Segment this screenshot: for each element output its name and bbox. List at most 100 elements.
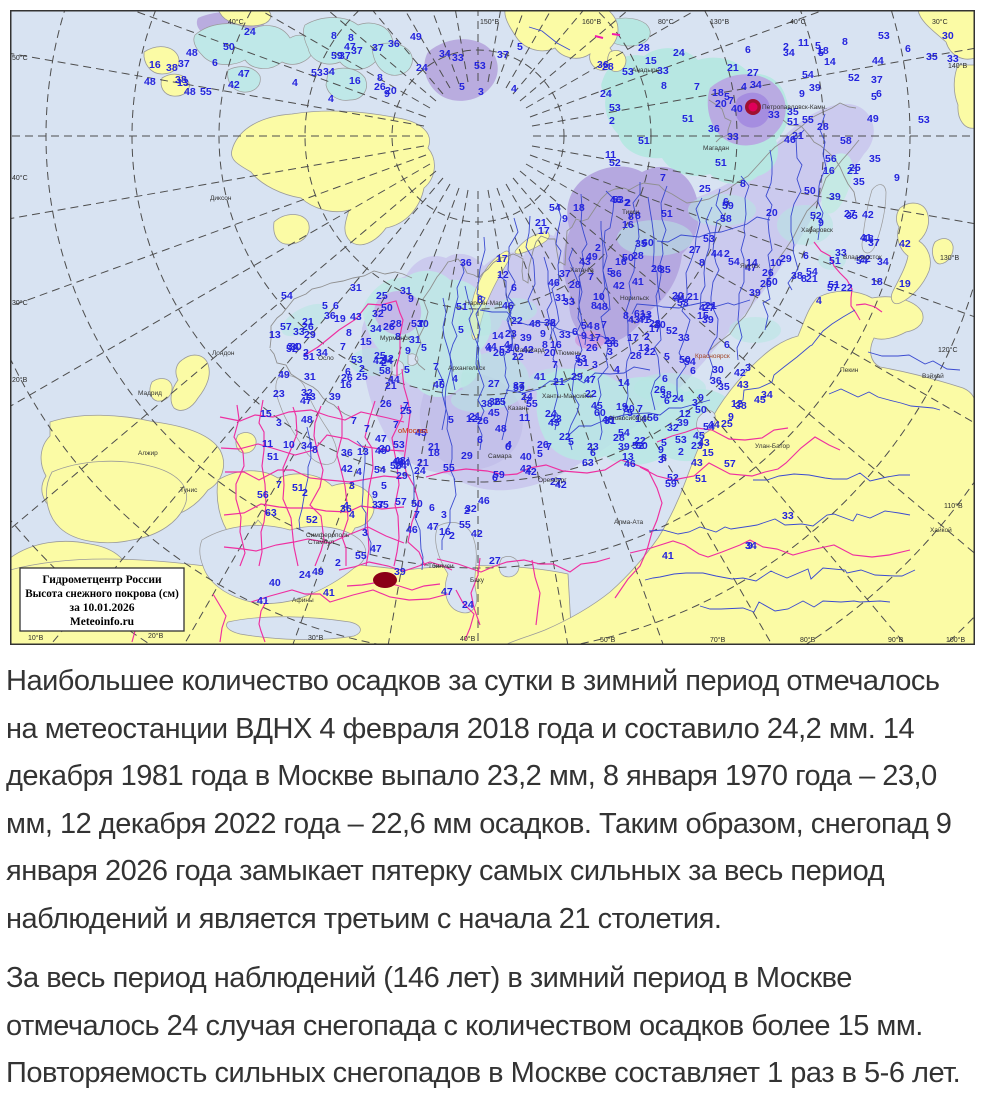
svg-text:54: 54 xyxy=(684,356,696,368)
svg-text:5: 5 xyxy=(627,407,633,419)
svg-text:9: 9 xyxy=(405,345,411,357)
svg-text:50: 50 xyxy=(766,276,778,288)
svg-text:16: 16 xyxy=(149,59,161,71)
svg-text:61: 61 xyxy=(634,308,646,320)
svg-text:51: 51 xyxy=(682,113,694,125)
svg-text:40: 40 xyxy=(269,577,281,589)
svg-text:18: 18 xyxy=(817,45,829,57)
svg-text:Улан-Батор: Улан-Батор xyxy=(755,443,790,450)
svg-text:4: 4 xyxy=(486,343,492,355)
svg-text:5: 5 xyxy=(818,47,824,59)
svg-text:Тюмень: Тюмень xyxy=(558,350,582,357)
svg-text:4: 4 xyxy=(356,466,362,478)
svg-text:52: 52 xyxy=(306,514,318,526)
svg-text:29: 29 xyxy=(304,329,316,341)
svg-text:37: 37 xyxy=(351,45,363,57)
svg-text:140°В: 140°В xyxy=(948,62,967,70)
svg-text:31: 31 xyxy=(555,292,567,304)
svg-text:39: 39 xyxy=(749,287,761,299)
svg-text:34: 34 xyxy=(381,355,393,367)
svg-text:5: 5 xyxy=(815,40,821,52)
svg-text:32: 32 xyxy=(465,503,477,515)
svg-text:55: 55 xyxy=(459,519,471,531)
svg-text:48: 48 xyxy=(144,76,156,88)
svg-text:110°В: 110°В xyxy=(944,502,963,510)
svg-text:8: 8 xyxy=(661,80,667,92)
svg-text:2: 2 xyxy=(381,357,387,369)
svg-text:39: 39 xyxy=(394,566,406,578)
svg-text:16: 16 xyxy=(823,165,835,177)
svg-text:5: 5 xyxy=(661,437,667,449)
svg-text:41: 41 xyxy=(674,293,686,305)
svg-text:Самара: Самара xyxy=(488,453,512,460)
svg-text:32: 32 xyxy=(667,422,679,434)
svg-text:Алма-Ата: Алма-Ата xyxy=(614,519,643,526)
svg-text:48: 48 xyxy=(495,423,507,435)
svg-text:21: 21 xyxy=(705,300,717,312)
svg-text:37: 37 xyxy=(513,380,525,392)
svg-text:10°В: 10°В xyxy=(28,634,44,642)
svg-text:38: 38 xyxy=(660,389,672,401)
svg-text:15: 15 xyxy=(645,55,657,67)
svg-text:7: 7 xyxy=(433,361,439,373)
svg-text:28: 28 xyxy=(390,318,402,330)
svg-text:5: 5 xyxy=(448,414,454,426)
svg-text:28: 28 xyxy=(602,61,614,73)
svg-text:22: 22 xyxy=(511,315,523,327)
svg-text:35: 35 xyxy=(869,153,881,165)
svg-text:24: 24 xyxy=(673,47,685,59)
svg-text:17: 17 xyxy=(627,332,639,344)
svg-text:49: 49 xyxy=(410,31,422,43)
svg-text:27: 27 xyxy=(844,208,856,220)
svg-text:8: 8 xyxy=(594,321,600,333)
svg-text:5: 5 xyxy=(664,351,670,363)
svg-text:30°С: 30°С xyxy=(12,299,28,307)
svg-text:7: 7 xyxy=(340,341,346,353)
svg-text:Осло: Осло xyxy=(318,355,334,362)
svg-text:29: 29 xyxy=(396,470,408,482)
svg-text:39: 39 xyxy=(677,417,689,429)
svg-text:24: 24 xyxy=(395,460,407,472)
svg-text:21: 21 xyxy=(687,291,699,303)
svg-text:6: 6 xyxy=(345,366,351,378)
svg-text:13: 13 xyxy=(269,329,281,341)
svg-text:14: 14 xyxy=(618,377,630,389)
svg-text:40: 40 xyxy=(731,103,743,115)
svg-text:54: 54 xyxy=(374,464,386,476)
svg-text:44: 44 xyxy=(398,457,410,469)
svg-text:8: 8 xyxy=(348,32,354,44)
svg-text:23: 23 xyxy=(505,328,517,340)
svg-text:36: 36 xyxy=(489,396,501,408)
svg-text:38: 38 xyxy=(544,317,556,329)
svg-text:11: 11 xyxy=(262,438,273,450)
svg-text:41: 41 xyxy=(860,232,872,244)
svg-text:48: 48 xyxy=(186,47,198,59)
svg-text:18: 18 xyxy=(428,447,440,459)
svg-text:33: 33 xyxy=(563,296,575,308)
svg-text:Магадан: Магадан xyxy=(703,145,729,152)
svg-text:48: 48 xyxy=(184,86,196,98)
svg-text:42: 42 xyxy=(522,344,534,356)
svg-text:58: 58 xyxy=(720,213,732,225)
svg-text:37: 37 xyxy=(559,268,571,280)
svg-text:Новосибирск: Новосибирск xyxy=(610,414,649,422)
svg-text:8: 8 xyxy=(346,327,352,339)
svg-text:13: 13 xyxy=(177,77,189,89)
svg-text:46: 46 xyxy=(548,277,560,289)
svg-text:36: 36 xyxy=(597,59,609,71)
svg-text:150°В: 150°В xyxy=(480,18,499,26)
svg-text:12: 12 xyxy=(679,408,691,420)
svg-text:2: 2 xyxy=(302,487,308,499)
svg-text:10: 10 xyxy=(593,291,605,303)
svg-text:Казань: Казань xyxy=(508,405,530,412)
svg-text:37: 37 xyxy=(372,42,384,54)
svg-text:11: 11 xyxy=(519,412,530,424)
svg-text:26: 26 xyxy=(537,439,549,451)
svg-text:42: 42 xyxy=(555,479,567,491)
svg-text:33: 33 xyxy=(452,52,464,64)
svg-text:33: 33 xyxy=(559,329,571,341)
svg-text:44: 44 xyxy=(388,374,400,386)
svg-text:13: 13 xyxy=(622,451,634,463)
svg-text:45: 45 xyxy=(488,407,500,419)
svg-text:25: 25 xyxy=(374,350,386,362)
